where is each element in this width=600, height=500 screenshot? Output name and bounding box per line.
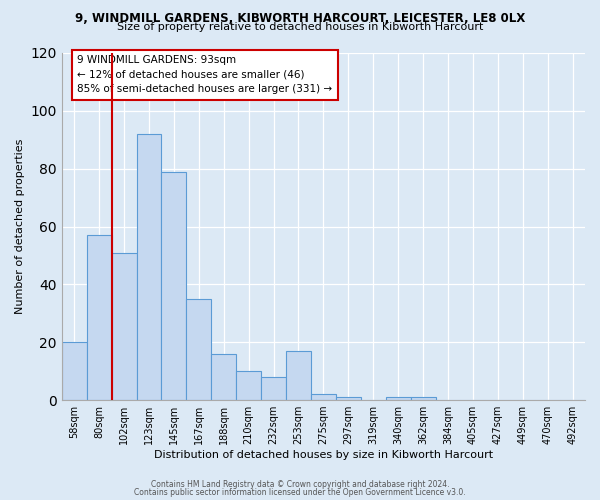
Bar [112, 252, 137, 400]
Text: 9, WINDMILL GARDENS, KIBWORTH HARCOURT, LEICESTER, LE8 0LX: 9, WINDMILL GARDENS, KIBWORTH HARCOURT, … [75, 12, 525, 26]
Bar [410, 397, 436, 400]
Text: Contains public sector information licensed under the Open Government Licence v3: Contains public sector information licen… [134, 488, 466, 497]
Bar [336, 397, 361, 400]
Bar [286, 351, 311, 400]
Bar [311, 394, 336, 400]
Bar [87, 235, 112, 400]
Bar [211, 354, 236, 400]
Bar [161, 172, 187, 400]
Bar [386, 397, 410, 400]
Text: Contains HM Land Registry data © Crown copyright and database right 2024.: Contains HM Land Registry data © Crown c… [151, 480, 449, 489]
Bar [261, 377, 286, 400]
Text: 9 WINDMILL GARDENS: 93sqm
← 12% of detached houses are smaller (46)
85% of semi-: 9 WINDMILL GARDENS: 93sqm ← 12% of detac… [77, 54, 332, 94]
Bar [62, 342, 87, 400]
Text: Size of property relative to detached houses in Kibworth Harcourt: Size of property relative to detached ho… [117, 22, 483, 32]
X-axis label: Distribution of detached houses by size in Kibworth Harcourt: Distribution of detached houses by size … [154, 450, 493, 460]
Bar [236, 371, 261, 400]
Bar [187, 299, 211, 400]
Y-axis label: Number of detached properties: Number of detached properties [15, 139, 25, 314]
Bar [137, 134, 161, 400]
